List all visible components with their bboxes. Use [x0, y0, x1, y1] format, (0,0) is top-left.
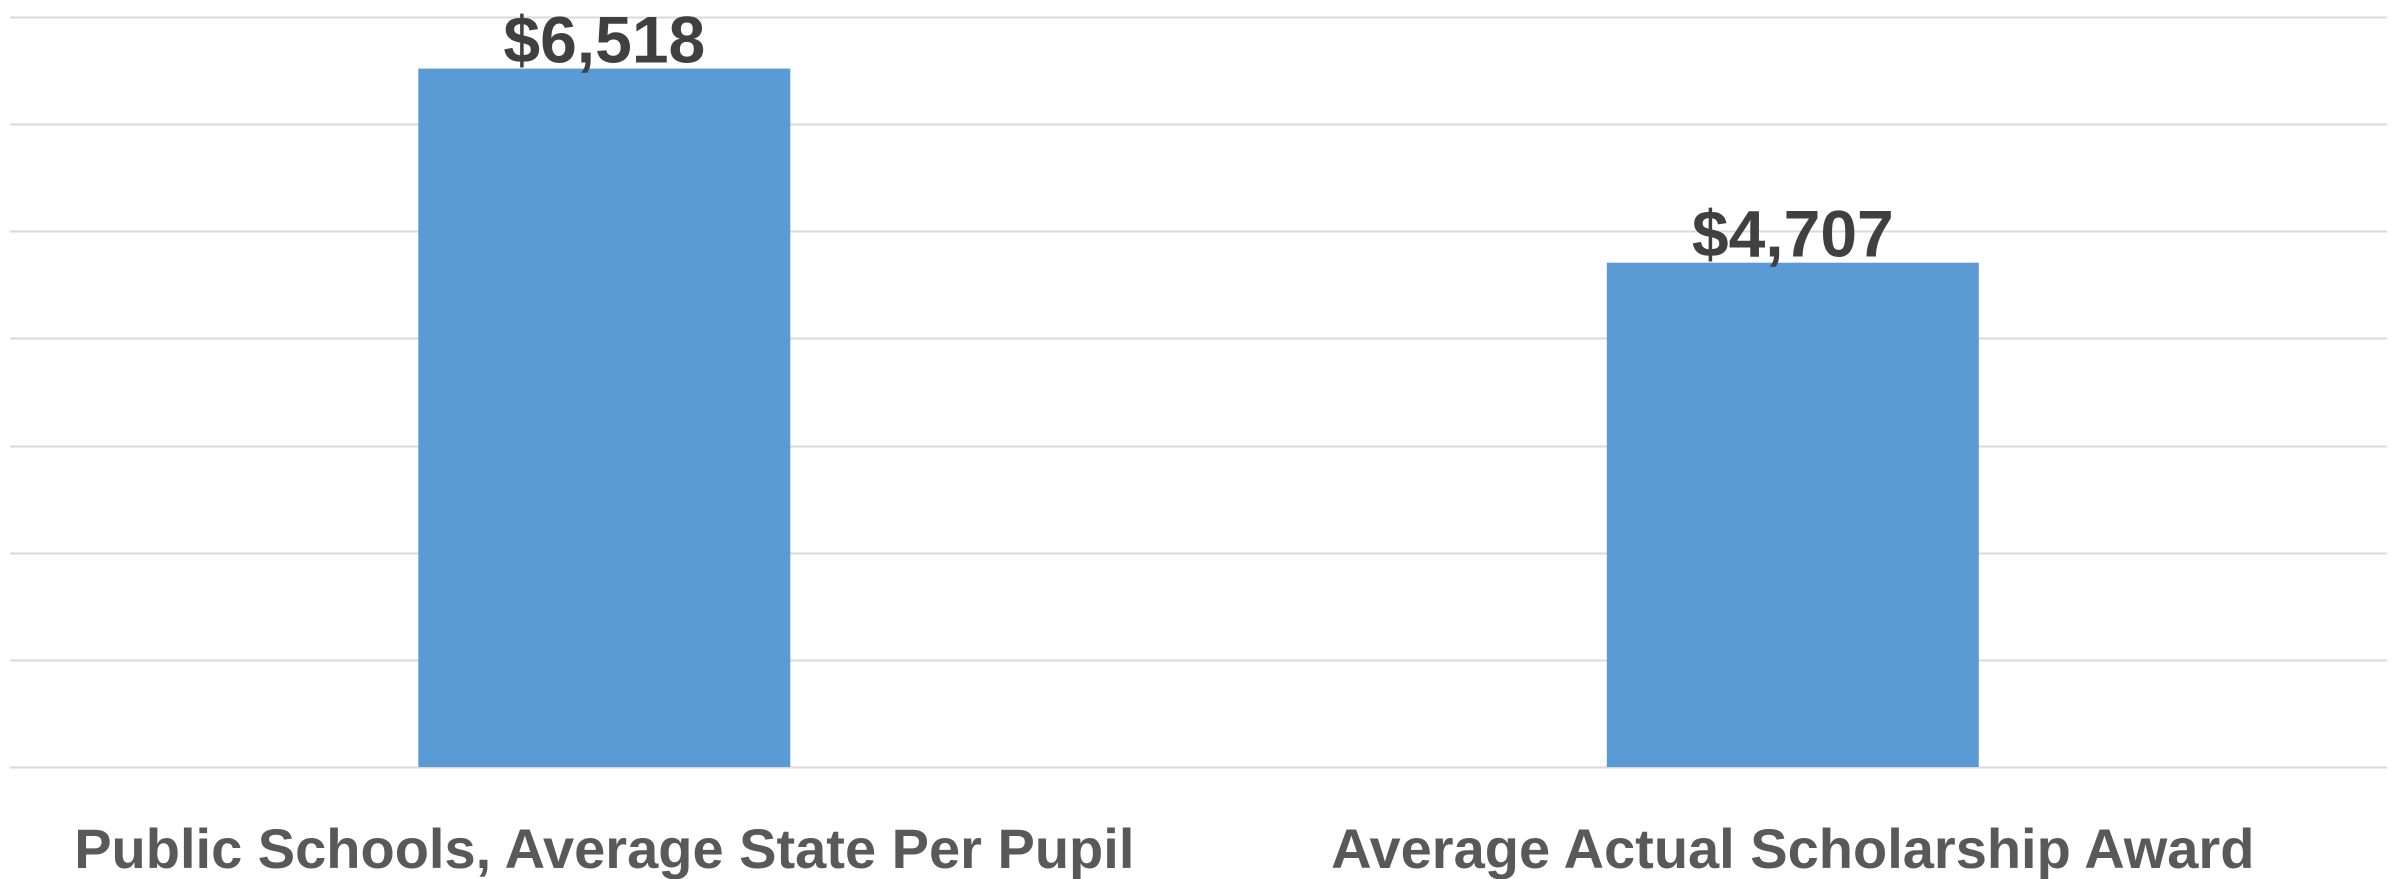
bars	[418, 68, 1979, 768]
category-label: Average Actual Scholarship Award	[1331, 817, 2254, 879]
bar	[418, 68, 791, 768]
category-labels: Public Schools, Average State Per Pupil A…	[74, 817, 2254, 879]
data-label: $4,707	[1692, 197, 1894, 271]
data-labels: $6,518 $4,707	[503, 3, 1893, 271]
bar	[1606, 262, 1979, 767]
gridlines	[10, 16, 2387, 769]
category-label: Public Schools, Average State Per Pupil	[74, 817, 1134, 879]
data-label: $6,518	[503, 3, 705, 77]
